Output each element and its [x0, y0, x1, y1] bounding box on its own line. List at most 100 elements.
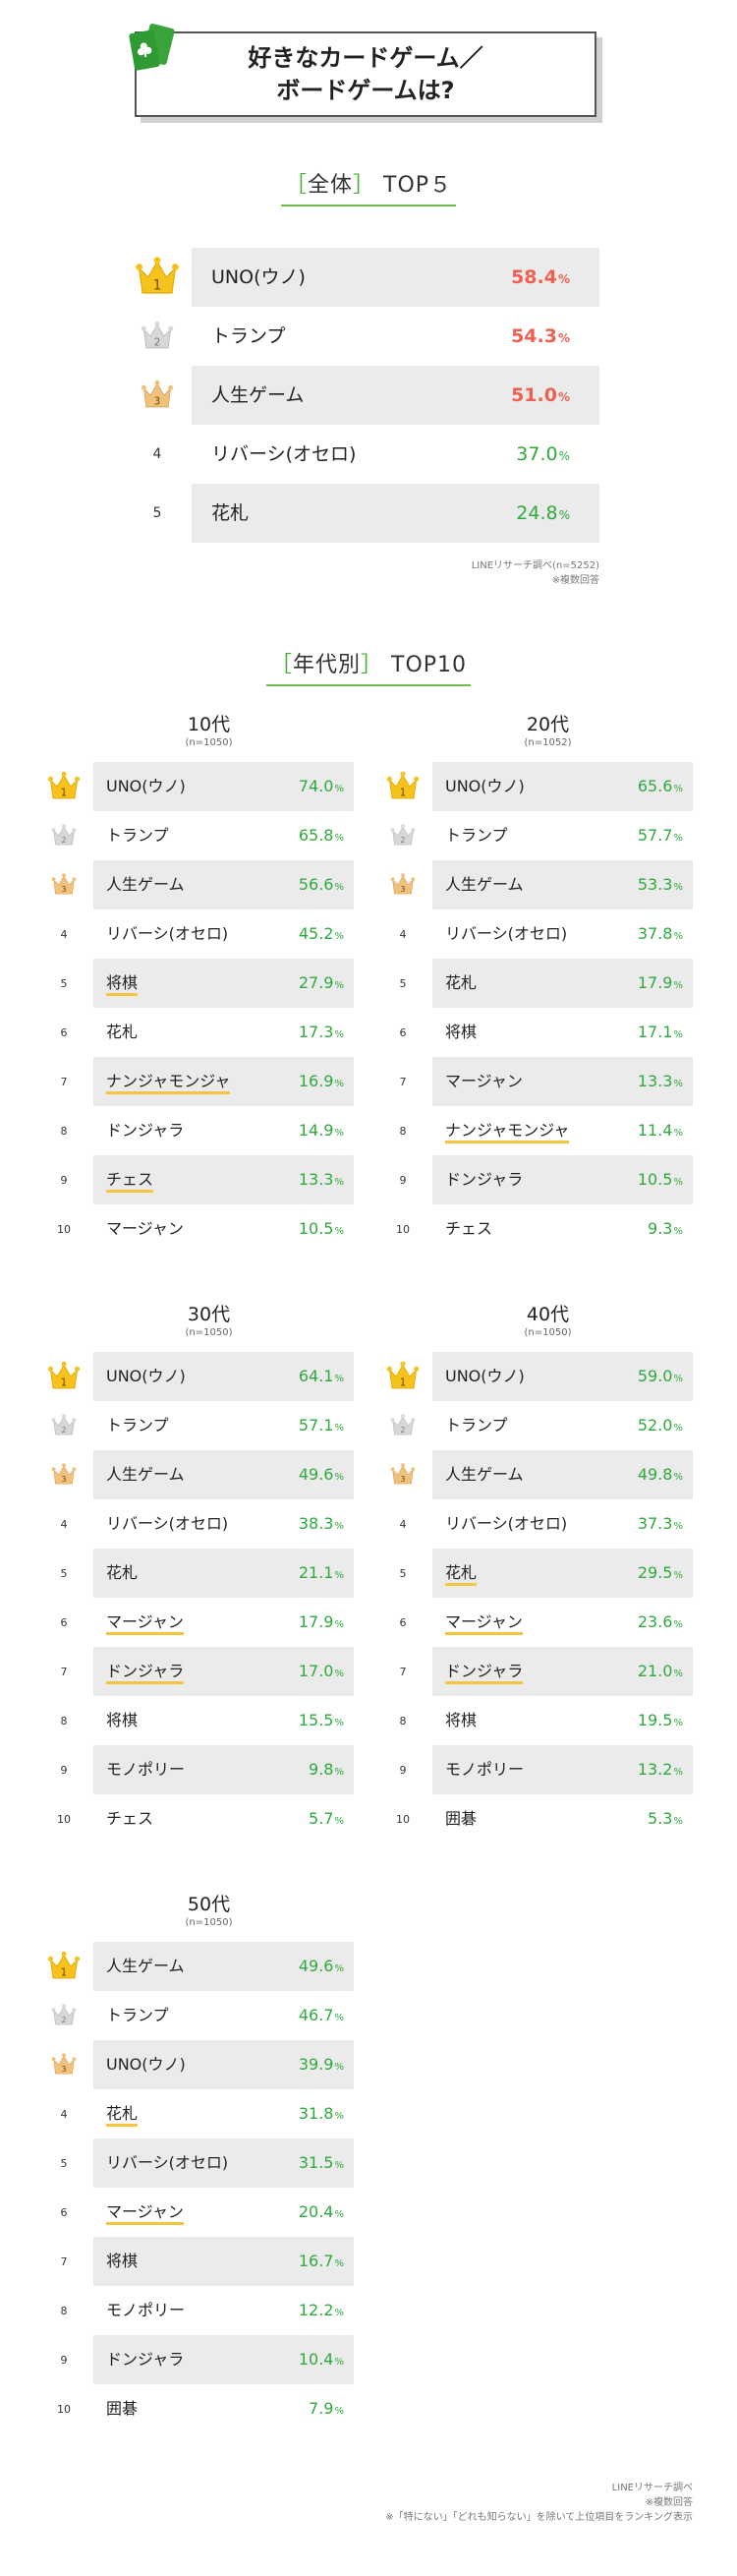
crown-rank-number: 3 [401, 1475, 406, 1484]
rank-cell: 10 [57, 1812, 71, 1826]
row-background [93, 762, 354, 811]
percent-value: 5.3 [648, 1809, 673, 1828]
ranking-row: 2 トランプ 46.7% [39, 1991, 378, 2040]
crown-rank-number: 1 [400, 788, 406, 798]
percent-unit: % [334, 2258, 344, 2269]
item-name-text: マージャン [445, 1612, 523, 1635]
row-background [93, 1057, 354, 1106]
row-background [93, 1450, 354, 1499]
item-name: 花札 [445, 959, 477, 1008]
ranking-row: 5 花札 21.1% [39, 1549, 378, 1598]
percent-unit: % [673, 1767, 683, 1778]
ranking-row: 10 チェス 5.7% [39, 1794, 378, 1844]
row-background [93, 2237, 354, 2286]
percent-value: 49.6 [298, 1465, 334, 1484]
item-name-text: 人生ゲーム [445, 875, 524, 894]
crown-rank-number: 1 [61, 1967, 67, 1978]
item-name: 囲碁 [445, 1794, 477, 1844]
ranking-row: 9 ドンジャラ 10.4% [39, 2335, 378, 2384]
percent-unit: % [334, 2308, 344, 2318]
ranking-row: 3 UNO(ウノ) 39.9% [39, 2040, 378, 2089]
age-block-50s: 50代 (n=1050) 1 人生ゲーム 49.6% 2 トランプ 46.7% 3 UNO(ウノ)… [39, 1893, 378, 2433]
rank-cell: 6 [60, 1615, 68, 1629]
percent-value: 17.9 [298, 1612, 334, 1631]
rank-cell: 7 [60, 1075, 68, 1088]
item-name: ドンジャラ [106, 2335, 184, 2384]
percent-unit: % [673, 1423, 683, 1434]
crown-icon-rank-1: 1 [47, 1361, 81, 1388]
item-percent: 51.0% [511, 366, 570, 425]
item-name: リバーシ(オセロ) [106, 909, 228, 959]
item-percent: 58.4% [511, 248, 570, 307]
rank-cell: 2 [128, 307, 187, 366]
rank-cell: 6 [399, 1025, 407, 1039]
rank-cell: 2 [39, 1401, 88, 1450]
percent-value: 23.6 [637, 1612, 673, 1631]
item-percent: 10.5% [432, 1155, 683, 1204]
percent-unit: % [334, 2013, 344, 2023]
item-name-text: ドンジャラ [445, 1662, 524, 1684]
row-background [432, 959, 693, 1008]
percent-value: 17.9 [637, 973, 673, 992]
ranking-row: 9 モノポリー 9.8% [39, 1745, 378, 1794]
percent-value: 15.5 [298, 1711, 334, 1729]
crown-rank-number: 1 [61, 1377, 67, 1388]
item-percent: 27.9% [93, 959, 344, 1008]
crown-rank-number: 3 [62, 885, 67, 894]
item-percent: 16.7% [93, 2237, 344, 2286]
percent-value: 31.8 [298, 2104, 334, 2123]
percent-unit: % [334, 1177, 344, 1188]
item-name: UNO(ウノ) [445, 1352, 525, 1401]
item-name-text: マージャン [106, 1612, 184, 1635]
age-header: 30代 (n=1050) [39, 1303, 378, 1340]
percent-unit: % [673, 1718, 683, 1728]
rank-cell: 3 [39, 860, 88, 909]
overall-multi-note: ※複数回答 [551, 575, 599, 586]
percent-unit: % [334, 1472, 344, 1483]
rank-cell: 6 [60, 2205, 68, 2219]
item-name-text: リバーシ(オセロ) [106, 2153, 229, 2172]
item-name: トランプ [106, 811, 169, 860]
percent-value: 57.7 [637, 826, 673, 845]
percent-unit: % [334, 1816, 344, 1827]
rank-cell: 7 [60, 1665, 68, 1678]
item-name: トランプ [445, 811, 508, 860]
item-name: ナンジャモンジャ [445, 1106, 570, 1155]
rank-cell: 8 [399, 1124, 407, 1138]
percent-unit: % [334, 2111, 344, 2122]
crown-icon-rank-3: 3 [390, 1463, 416, 1485]
age-block-10s: 10代 (n=1050) 1 UNO(ウノ) 74.0% 2 トランプ 65.8% 3 人生ゲーム… [39, 713, 378, 1254]
rank-cell: 5 [399, 976, 407, 990]
item-percent: 9.3% [432, 1204, 683, 1254]
ranking-row: 7 ドンジャラ 21.0% [378, 1647, 717, 1696]
by-age-heading: ［年代別］ TOP10 [0, 647, 737, 686]
percent-value: 49.8 [637, 1465, 673, 1484]
ranking-row: 2 トランプ 57.7% [378, 811, 717, 860]
ranking-row: 4 リバーシ(オセロ) 45.2% [39, 909, 378, 959]
item-name-text: トランプ [106, 2006, 169, 2024]
percent-unit: % [673, 1029, 683, 1040]
item-name: 花札 [106, 1008, 138, 1057]
rank-cell: 7 [399, 1075, 407, 1088]
percent-value: 37.0 [516, 443, 558, 465]
percent-unit: % [673, 784, 683, 794]
crown-rank-number: 1 [61, 788, 67, 798]
percent-value: 10.4 [298, 2350, 334, 2369]
row-background [432, 1352, 693, 1401]
percent-value: 13.3 [298, 1170, 334, 1189]
item-percent: 7.9% [93, 2384, 344, 2433]
item-name-text: ナンジャモンジャ [445, 1121, 570, 1143]
percent-value: 39.9 [298, 2055, 334, 2074]
ranking-row: 2 トランプ 57.1% [39, 1401, 378, 1450]
item-percent: 54.3% [511, 307, 570, 366]
ranking-row: 3 人生ゲーム 49.6% [39, 1450, 378, 1499]
crown-icon-rank-1: 1 [136, 257, 179, 294]
item-name: UNO(ウノ) [211, 266, 306, 288]
row-background [432, 1745, 693, 1794]
rank-cell: 2 [378, 811, 427, 860]
item-name-text: トランプ [106, 1416, 169, 1434]
percent-value: 51.0 [511, 384, 557, 406]
percent-value: 56.6 [298, 875, 334, 894]
age-header: 10代 (n=1050) [39, 713, 378, 750]
item-name: 人生ゲーム [445, 1450, 524, 1499]
